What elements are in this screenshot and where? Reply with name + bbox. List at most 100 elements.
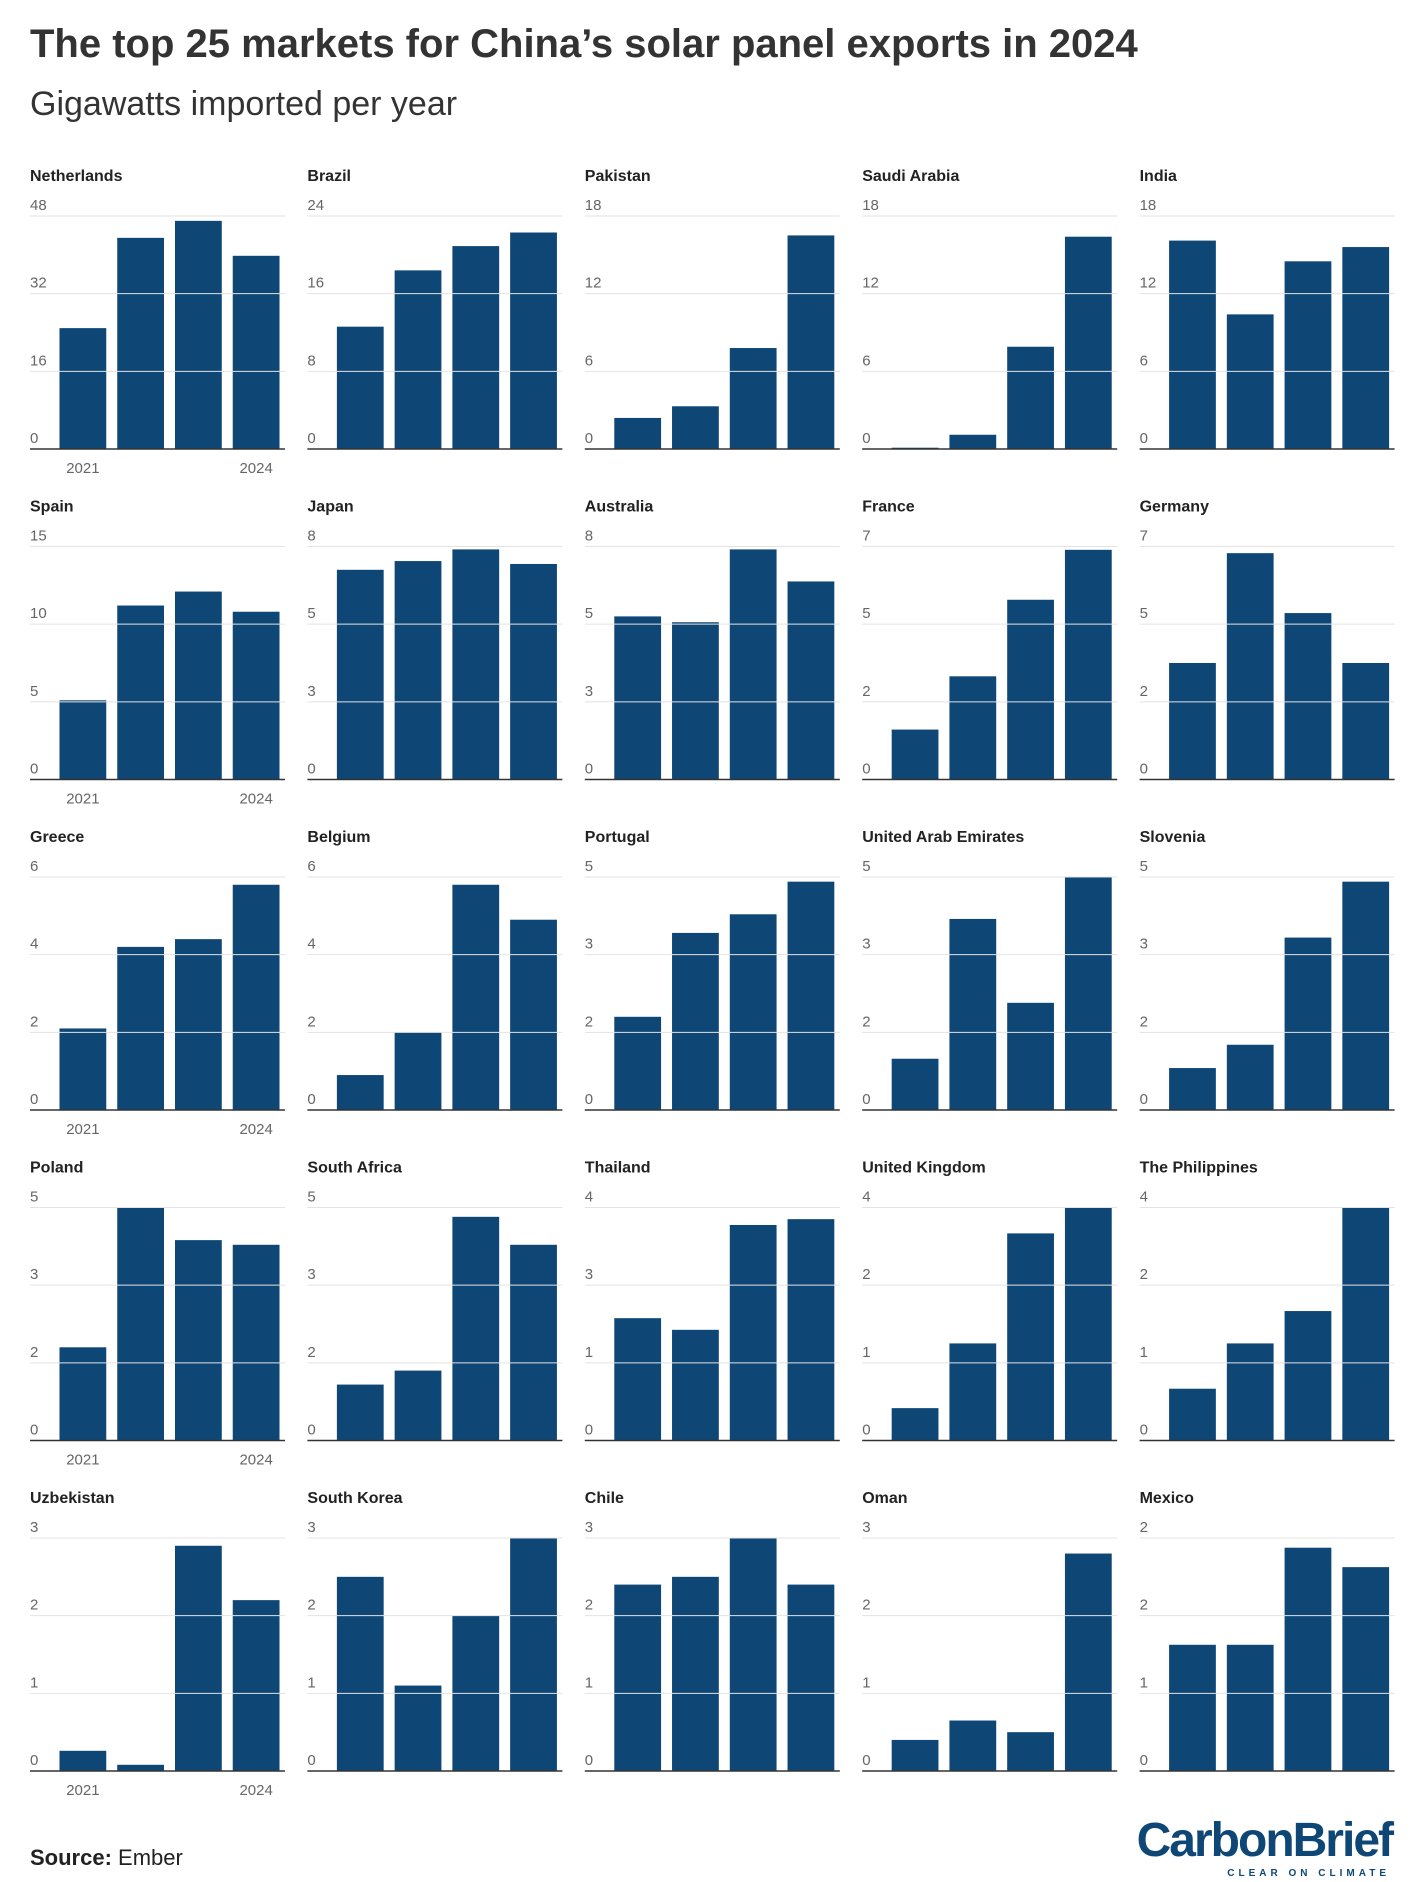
bar bbox=[1064, 1207, 1112, 1441]
bar bbox=[1007, 346, 1054, 449]
bar bbox=[1342, 247, 1390, 449]
bar bbox=[1226, 1044, 1274, 1110]
bar bbox=[1169, 663, 1216, 780]
y-tick-label: 8 bbox=[307, 528, 315, 545]
bar bbox=[614, 1584, 662, 1771]
y-tick-label: 5 bbox=[1140, 858, 1148, 875]
y-tick-label: 2 bbox=[862, 1013, 870, 1030]
y-tick-label: 5 bbox=[585, 605, 593, 622]
y-tick-label: 1 bbox=[862, 1674, 870, 1691]
y-tick-label: 3 bbox=[862, 1519, 870, 1536]
bar bbox=[1342, 881, 1390, 1110]
bar bbox=[1342, 1207, 1390, 1441]
chart-title: Brazil bbox=[307, 168, 351, 185]
chart-title: Greece bbox=[30, 829, 84, 846]
bar bbox=[1064, 877, 1112, 1110]
bar bbox=[787, 235, 835, 449]
bar bbox=[787, 881, 835, 1110]
bar bbox=[614, 616, 662, 780]
chart-title: Australia bbox=[585, 499, 654, 516]
bar bbox=[232, 1244, 280, 1441]
x-tick-label: 2021 bbox=[66, 791, 99, 808]
y-tick-label: 2 bbox=[30, 1013, 38, 1030]
y-tick-label: 2 bbox=[1140, 1519, 1148, 1536]
bar bbox=[949, 434, 997, 449]
bar bbox=[117, 1207, 165, 1441]
y-tick-label: 3 bbox=[307, 1266, 315, 1283]
y-tick-label: 6 bbox=[1140, 352, 1148, 369]
y-tick-label: 2 bbox=[585, 1013, 593, 1030]
y-tick-label: 3 bbox=[307, 683, 315, 700]
bar bbox=[394, 270, 442, 449]
x-tick-label: 2024 bbox=[239, 460, 272, 477]
bar bbox=[787, 1219, 835, 1441]
chart-title: Japan bbox=[307, 499, 353, 516]
y-tick-label: 5 bbox=[862, 605, 870, 622]
bar bbox=[174, 220, 222, 449]
bar bbox=[1226, 314, 1274, 449]
bar bbox=[394, 561, 442, 780]
bar bbox=[1169, 1644, 1216, 1771]
y-tick-label: 0 bbox=[585, 761, 593, 778]
chart-title: Spain bbox=[30, 499, 74, 516]
y-tick-label: 12 bbox=[862, 275, 879, 292]
y-tick-label: 3 bbox=[307, 1519, 315, 1536]
y-tick-label: 1 bbox=[1140, 1674, 1148, 1691]
y-tick-label: 18 bbox=[862, 197, 879, 214]
y-tick-label: 4 bbox=[862, 1189, 870, 1206]
bar bbox=[891, 729, 939, 780]
y-tick-label: 8 bbox=[585, 528, 593, 545]
source: Source: Ember bbox=[30, 1845, 183, 1870]
bar bbox=[59, 700, 107, 780]
bar bbox=[59, 1347, 107, 1441]
chart-title: Saudi Arabia bbox=[862, 168, 959, 185]
bar bbox=[394, 1370, 442, 1441]
source-label: Source: bbox=[30, 1845, 112, 1870]
y-tick-label: 5 bbox=[30, 683, 38, 700]
bar bbox=[672, 406, 719, 449]
y-tick-label: 0 bbox=[585, 1091, 593, 1108]
bar bbox=[1007, 1002, 1054, 1110]
bar bbox=[614, 1318, 662, 1441]
bar bbox=[452, 884, 500, 1110]
bar bbox=[729, 1224, 777, 1441]
bar bbox=[174, 591, 222, 780]
y-tick-label: 18 bbox=[585, 197, 602, 214]
chart-title: Belgium bbox=[307, 829, 370, 846]
y-tick-label: 7 bbox=[862, 528, 870, 545]
bar bbox=[614, 417, 662, 449]
y-tick-label: 4 bbox=[30, 936, 38, 953]
chart-title: France bbox=[862, 499, 915, 516]
chart-title: Thailand bbox=[585, 1160, 651, 1177]
bar bbox=[232, 611, 280, 780]
bar bbox=[891, 1739, 939, 1771]
bar bbox=[1064, 549, 1112, 780]
y-tick-label: 1 bbox=[30, 1674, 38, 1691]
chart-title: India bbox=[1140, 168, 1177, 185]
bar bbox=[949, 1343, 997, 1441]
bar bbox=[336, 1576, 384, 1771]
y-tick-label: 3 bbox=[585, 683, 593, 700]
bar bbox=[729, 914, 777, 1110]
y-tick-label: 0 bbox=[30, 1422, 38, 1439]
bar bbox=[510, 1538, 557, 1771]
source-name: Ember bbox=[118, 1845, 183, 1870]
bar bbox=[949, 1720, 997, 1771]
bar bbox=[1064, 236, 1112, 449]
y-tick-label: 1 bbox=[585, 1674, 593, 1691]
bar bbox=[59, 1028, 107, 1110]
bar bbox=[787, 1584, 835, 1771]
y-tick-label: 2 bbox=[307, 1344, 315, 1361]
y-tick-label: 3 bbox=[30, 1519, 38, 1536]
y-tick-label: 32 bbox=[30, 275, 47, 292]
y-tick-label: 0 bbox=[862, 761, 870, 778]
y-tick-label: 0 bbox=[307, 430, 315, 447]
bar bbox=[452, 246, 500, 449]
y-tick-label: 0 bbox=[585, 1752, 593, 1769]
y-tick-label: 2 bbox=[1140, 683, 1148, 700]
bar bbox=[729, 348, 777, 449]
y-tick-label: 6 bbox=[307, 858, 315, 875]
chart-title: Uzbekistan bbox=[30, 1490, 114, 1507]
bar bbox=[1169, 1388, 1216, 1441]
